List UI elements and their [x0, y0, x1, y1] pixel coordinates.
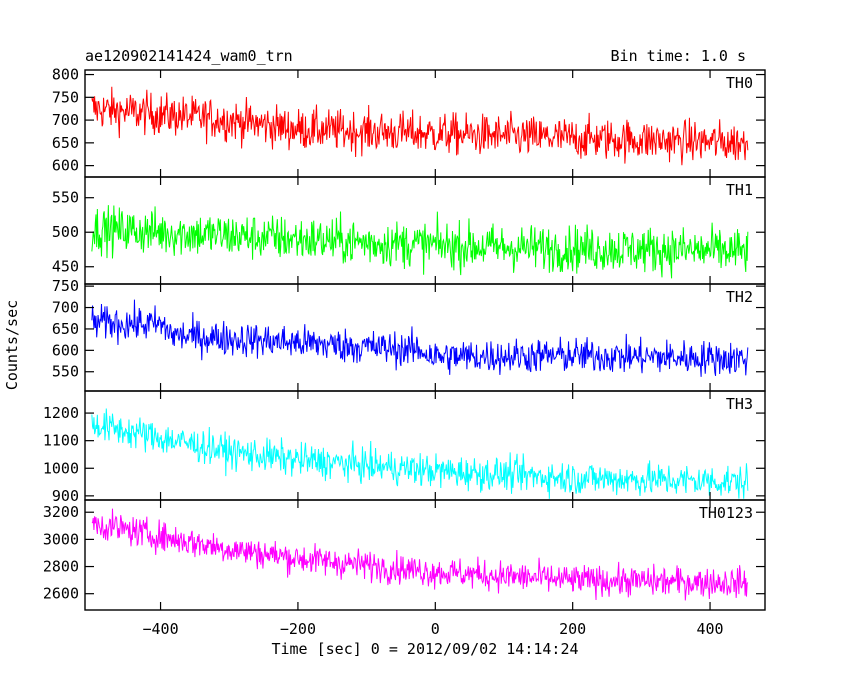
x-tick-label: −200	[280, 620, 316, 638]
series-label-th3: TH3	[726, 395, 753, 413]
x-tick-label: −400	[142, 620, 178, 638]
y-tick-label: 700	[52, 299, 79, 317]
y-tick-label: 1000	[43, 459, 79, 477]
series-line-th1	[91, 205, 749, 279]
series-label-th0: TH0	[726, 74, 753, 92]
y-tick-label: 1100	[43, 432, 79, 450]
y-tick-label: 650	[52, 320, 79, 338]
y-tick-label: 800	[52, 66, 79, 84]
y-tick-label: 550	[52, 189, 79, 207]
chart-title: ae120902141424_wam0_trn	[85, 47, 293, 65]
x-tick-label: 400	[697, 620, 724, 638]
series-label-th2: TH2	[726, 288, 753, 306]
y-tick-label: 700	[52, 111, 79, 129]
panels-group: 600 650 700 750 800 TH0 450 500 550 TH1 550 600 650 7…	[43, 66, 766, 611]
series-line-th0	[91, 86, 749, 166]
panel-th2: 550 600 650 700 750 TH2	[52, 277, 766, 392]
y-tick-label: 450	[52, 258, 79, 276]
y-tick-label: 2800	[43, 558, 79, 576]
y-tick-label: 1200	[43, 404, 79, 422]
x-tick-label: 200	[559, 620, 586, 638]
panel-th1: 450 500 550 TH1	[52, 176, 766, 285]
series-line-th3	[91, 408, 749, 499]
panel-frame	[84, 499, 766, 611]
panel-frame	[84, 390, 766, 501]
bin-time-label: Bin time: 1.0 s	[611, 47, 746, 65]
y-tick-label: 750	[52, 88, 79, 106]
x-axis-label: Time [sec] 0 = 2012/09/02 14:14:24	[271, 640, 578, 658]
series-line-th2	[91, 299, 749, 377]
y-tick-label: 600	[52, 157, 79, 175]
y-tick-label: 900	[52, 487, 79, 505]
series-label-th0123: TH0123	[699, 504, 753, 522]
x-tick-labels-group: −400 −200 0 200 400	[142, 620, 723, 638]
series-line-th0123	[91, 508, 749, 601]
y-tick-label: 500	[52, 223, 79, 241]
y-tick-label: 600	[52, 341, 79, 359]
panel-th0: 600 650 700 750 800 TH0	[52, 66, 766, 178]
y-tick-label: 750	[52, 277, 79, 295]
y-tick-label: 2600	[43, 585, 79, 603]
y-tick-label: 3200	[43, 503, 79, 521]
y-tick-label: 650	[52, 134, 79, 152]
panel-th3: 900 1000 1100 1200 TH3	[43, 390, 766, 505]
panel-th0123: 2600 2800 3000 3200 TH0123	[43, 499, 766, 611]
x-tick-label: 0	[431, 620, 440, 638]
y-tick-label: 3000	[43, 530, 79, 548]
y-axis-label: Counts/sec	[3, 300, 21, 390]
series-label-th1: TH1	[726, 181, 753, 199]
y-tick-label: 550	[52, 363, 79, 381]
